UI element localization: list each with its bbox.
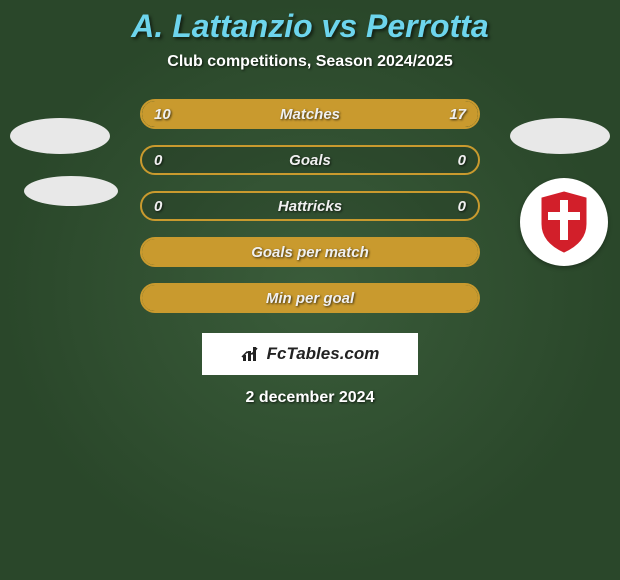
date-text: 2 december 2024 (246, 389, 375, 407)
player-left-badge-1 (10, 118, 110, 154)
brand-text: FcTables.com (267, 344, 380, 364)
player-right-club-badge (520, 178, 608, 266)
stat-row: Min per goal (140, 283, 480, 313)
stat-right-value: 0 (458, 198, 466, 215)
page-title: A. Lattanzio vs Perrotta (131, 8, 488, 45)
stat-right-value: 17 (449, 106, 466, 123)
stat-row: Goals per match (140, 237, 480, 267)
stat-row: 0Goals0 (140, 145, 480, 175)
stat-label: Goals (142, 152, 478, 169)
stat-label: Goals per match (142, 244, 478, 261)
player-right-badge-1 (510, 118, 610, 154)
stat-row: 0Hattricks0 (140, 191, 480, 221)
stats-list: 10Matches170Goals00Hattricks0Goals per m… (140, 99, 480, 329)
stat-label: Min per goal (142, 290, 478, 307)
stat-label: Hattricks (142, 198, 478, 215)
brand-box[interactable]: FcTables.com (202, 333, 418, 375)
stat-right-value: 0 (458, 152, 466, 169)
shield-icon (538, 190, 590, 254)
stat-label: Matches (142, 106, 478, 123)
chart-icon (241, 345, 261, 363)
page-subtitle: Club competitions, Season 2024/2025 (167, 53, 452, 71)
player-left-badge-2 (24, 176, 118, 206)
stat-row: 10Matches17 (140, 99, 480, 129)
